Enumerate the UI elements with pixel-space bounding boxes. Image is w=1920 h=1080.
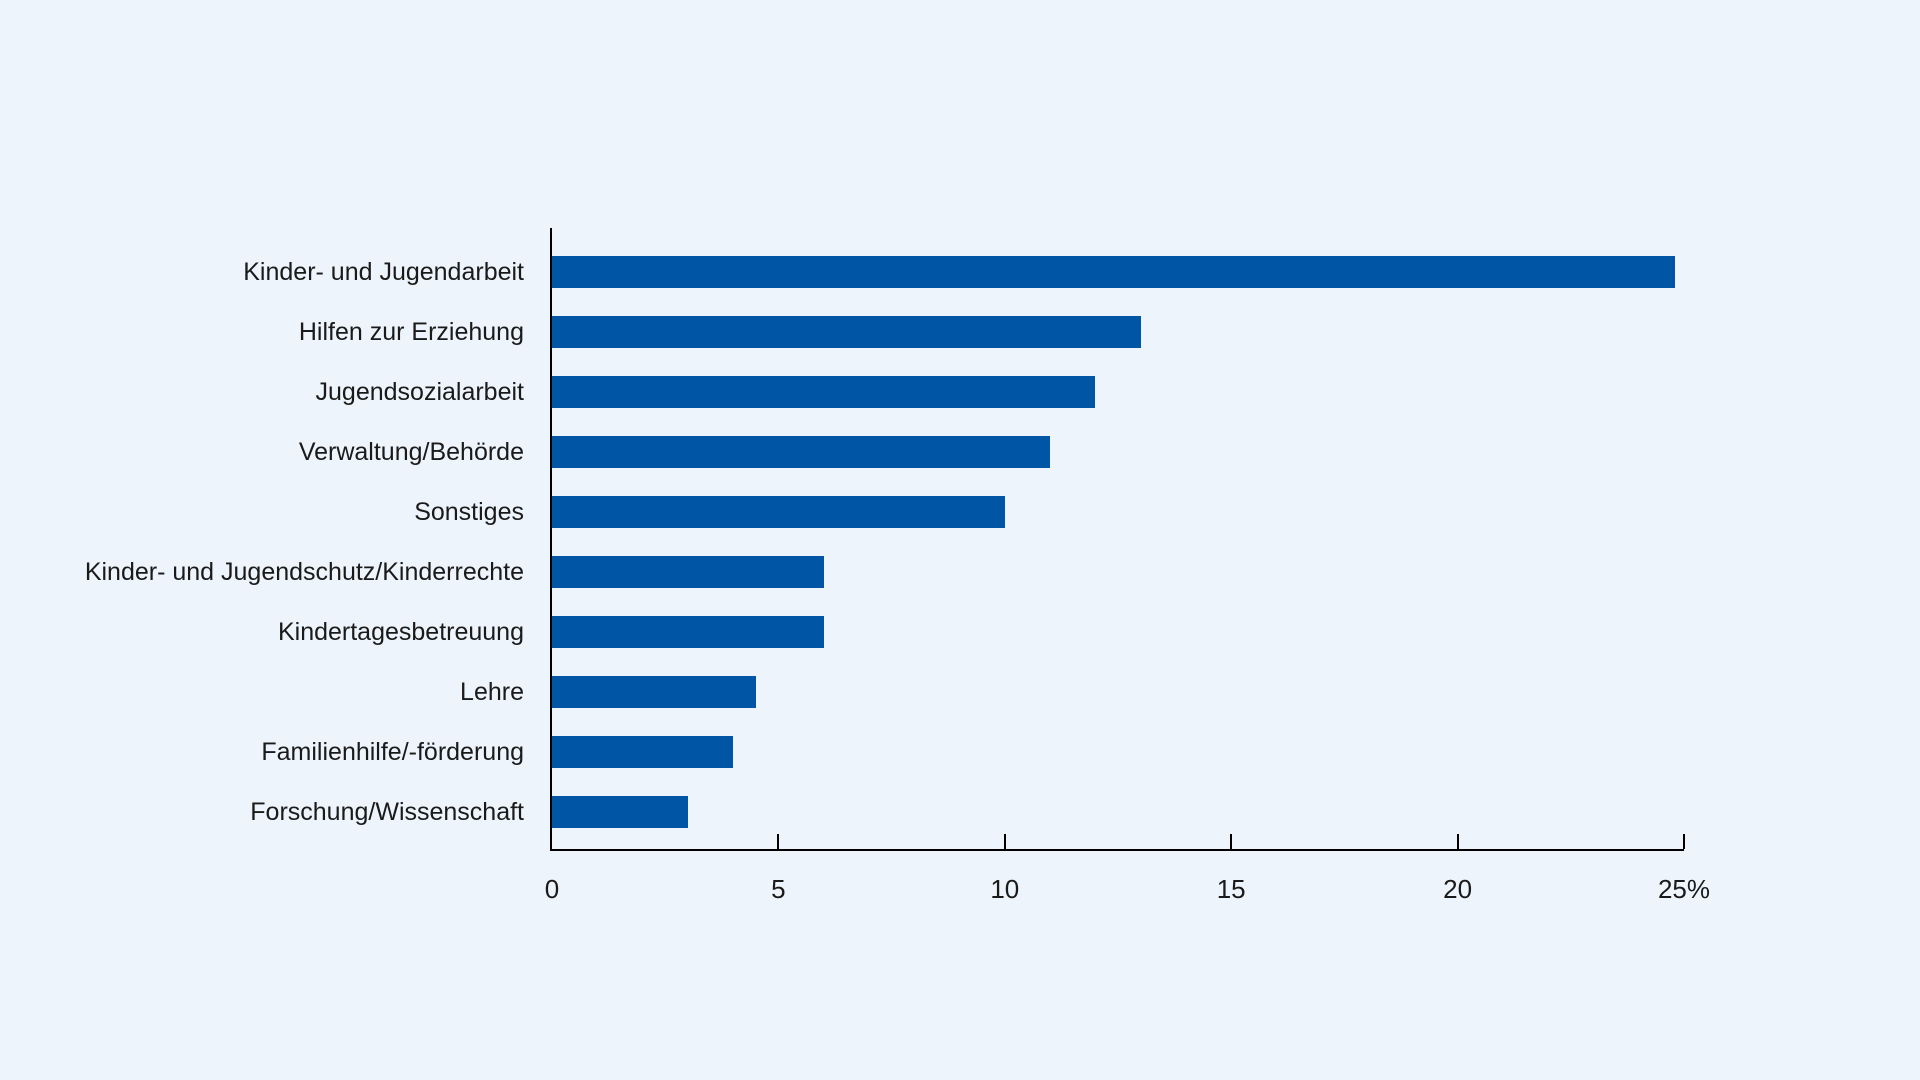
x-axis-tick-label: 15 [1216,874,1246,904]
category-label: Kindertagesbetreuung [277,618,524,646]
bar [552,616,824,648]
bar [552,676,756,708]
category-label: Familienhilfe/-förderung [261,738,524,766]
bar [552,256,1675,288]
bar [552,316,1141,348]
category-label: Forschung/Wissenschaft [250,798,524,826]
x-axis-tick-label: 10 [990,874,1020,904]
bar [552,796,688,828]
x-axis-tick [1456,834,1459,849]
category-label: Sonstiges [414,498,524,526]
x-axis-tick-label: 0 [544,874,560,904]
x-axis-tick-label: 20 [1443,874,1473,904]
bar [552,376,1096,408]
x-axis-tick [1230,834,1233,849]
x-axis-tick [777,834,780,849]
category-label: Jugendsozialarbeit [315,378,524,406]
category-label: Hilfen zur Erziehung [298,318,524,346]
category-label: Lehre [460,678,524,706]
category-label: Kinder- und Jugendarbeit [243,258,524,286]
category-label: Kinder- und Jugendschutz/Kinderrechte [84,558,524,586]
x-axis-tick-label: 5 [771,874,786,904]
bar [552,556,824,588]
x-axis-tick [1003,834,1006,849]
category-label: Verwaltung/Behörde [298,438,524,466]
x-axis-tick [1683,834,1685,849]
bar [552,436,1051,468]
x-axis-tick-label: 25% [1657,874,1711,904]
bar [552,496,1005,528]
bar-chart-plot-area: 0 5 10 15 20 25% [545,228,1710,902]
category-axis-labels: Kinder- und Jugendarbeit Hilfen zur Erzie… [0,228,524,849]
bar [552,736,734,768]
